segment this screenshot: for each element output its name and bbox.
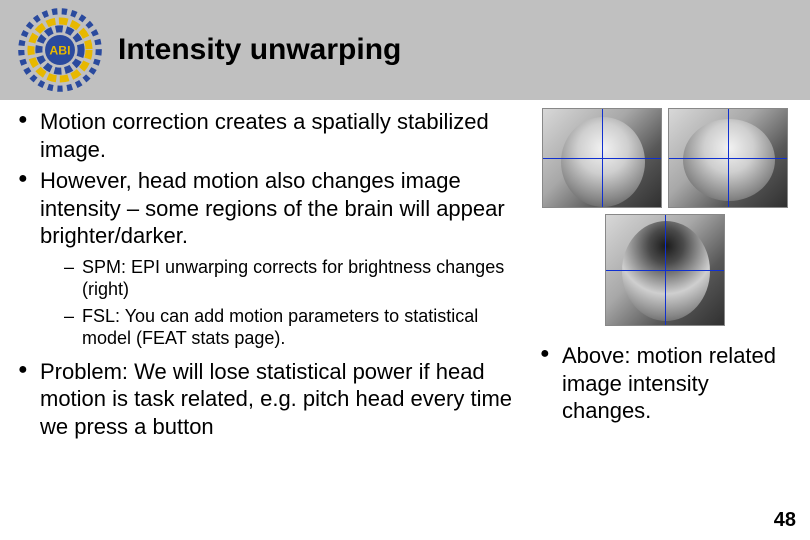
caption-item: Above: motion related image intensity ch…: [540, 342, 800, 425]
crosshair-v: [665, 215, 666, 325]
crosshair-v: [728, 109, 729, 207]
brain-blob: [622, 221, 710, 321]
sub-bullet-text: FSL: You can add motion parameters to st…: [82, 306, 478, 349]
sub-bullet-item: FSL: You can add motion parameters to st…: [64, 305, 528, 350]
brain-blob: [683, 119, 775, 201]
abi-logo-svg: ABI: [16, 6, 104, 94]
bullet-text: Problem: We will lose statistical power …: [40, 359, 512, 439]
left-column: Motion correction creates a spatially st…: [18, 108, 528, 444]
figure-row: [540, 214, 790, 326]
figure-panel: [542, 108, 662, 208]
figure-caption: Above: motion related image intensity ch…: [562, 343, 776, 423]
logo-text: ABI: [49, 43, 70, 57]
caption-list: Above: motion related image intensity ch…: [540, 342, 800, 425]
figure-panel: [605, 214, 725, 326]
figure-panel: [668, 108, 788, 208]
slide-body: Motion correction creates a spatially st…: [0, 108, 810, 518]
bullet-list: Motion correction creates a spatially st…: [18, 108, 528, 440]
sub-bullet-list: SPM: EPI unwarping corrects for brightne…: [64, 256, 528, 350]
sub-bullet-item: SPM: EPI unwarping corrects for brightne…: [64, 256, 528, 301]
crosshair-v: [602, 109, 603, 207]
bullet-text: Motion correction creates a spatially st…: [40, 109, 489, 162]
figure-row: [540, 108, 790, 208]
sub-bullet-text: SPM: EPI unwarping corrects for brightne…: [82, 257, 504, 300]
abi-logo: ABI: [12, 2, 108, 98]
brain-blob: [561, 117, 645, 207]
slide-title: Intensity unwarping: [118, 33, 401, 67]
header-bar: ABI Intensity unwarping: [0, 0, 810, 100]
bullet-item: Problem: We will lose statistical power …: [18, 358, 528, 441]
right-column: Above: motion related image intensity ch…: [540, 108, 800, 429]
brain-intensity-figure: [540, 108, 790, 326]
page-number: 48: [774, 509, 796, 532]
bullet-item: Motion correction creates a spatially st…: [18, 108, 528, 163]
bullet-text: However, head motion also changes image …: [40, 168, 505, 248]
bullet-item: However, head motion also changes image …: [18, 167, 528, 350]
slide: ABI Intensity unwarping Motion correctio…: [0, 0, 810, 540]
